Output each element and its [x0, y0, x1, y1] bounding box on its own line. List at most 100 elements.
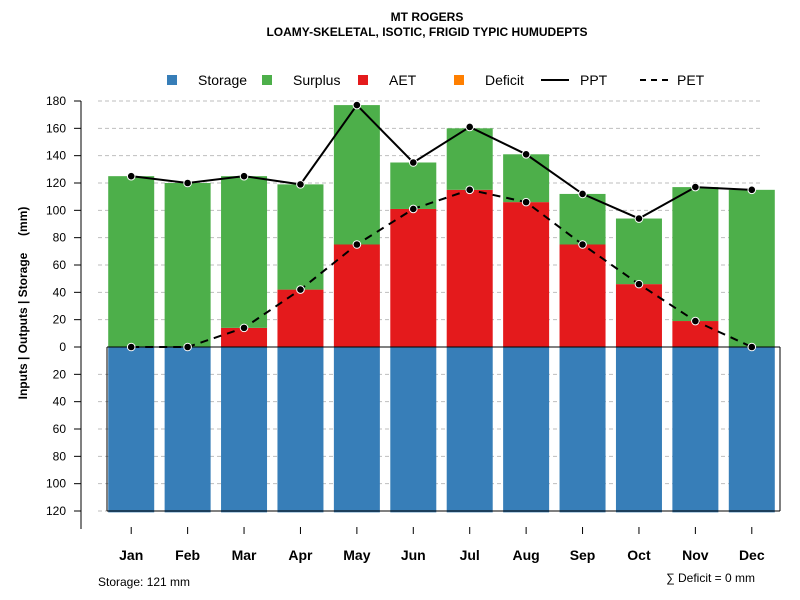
bar-aet-sep	[559, 244, 606, 347]
bar-storage-feb	[164, 347, 211, 513]
bar-surplus-mar	[221, 176, 268, 328]
bar-aet-oct	[615, 284, 662, 347]
bar-aet-apr	[277, 289, 324, 347]
point-pet-dec	[747, 342, 757, 352]
x-tick-label-sep: Sep	[570, 547, 596, 563]
legend-swatch-deficit	[454, 75, 464, 85]
bar-surplus-oct	[615, 218, 662, 285]
bar-surplus-dec	[728, 189, 775, 347]
chart-subtitle: LOAMY-SKELETAL, ISOTIC, FRIGID TYPIC HUM…	[266, 25, 587, 39]
point-pet-feb	[183, 342, 192, 352]
y-tick-label: 0	[59, 340, 66, 354]
bar-storage-jan	[108, 347, 155, 513]
point-pet-mar	[239, 323, 249, 333]
y-tick-label: 80	[53, 449, 67, 463]
point-ppt-apr	[296, 180, 305, 189]
y-tick-label: 140	[46, 149, 66, 163]
legend-label-storage: Storage	[198, 72, 247, 88]
point-pet-nov	[691, 316, 700, 326]
legend-label-aet: AET	[389, 72, 417, 88]
point-pet-oct	[634, 279, 644, 289]
point-pet-jan	[126, 342, 136, 352]
x-axis: Jan Feb Mar Apr May Jun Jul Aug Sep Oct Nov Dec	[119, 527, 765, 563]
legend: Storage Surplus AET Deficit PPT PET	[167, 72, 705, 88]
x-tick-label-dec: Dec	[739, 547, 765, 563]
bar-surplus-jan	[108, 176, 155, 347]
point-pet-apr	[296, 285, 305, 294]
y-tick-label: 80	[53, 231, 67, 245]
deficit-note: ∑ Deficit = 0 mm	[666, 571, 755, 585]
x-tick-label-jul: Jul	[460, 547, 480, 563]
point-pet-may	[352, 240, 362, 249]
bar-storage-sep	[559, 347, 606, 513]
y-tick-label: 40	[53, 285, 67, 299]
y-tick-label: 100	[46, 203, 66, 217]
bar-storage-may	[333, 347, 380, 513]
y-tick-label: 60	[53, 258, 67, 272]
x-tick-label-aug: Aug	[513, 547, 540, 563]
y-axis: 180 160 140 120 100 80 60 40 20 0 20 40 60 80 100 120	[46, 94, 82, 530]
y-tick-label: 20	[53, 367, 67, 381]
bar-surplus-nov	[672, 187, 719, 322]
point-pet-aug	[521, 197, 531, 207]
point-ppt-mar	[239, 171, 249, 181]
bar-surplus-apr	[277, 184, 324, 290]
y-tick-label: 100	[46, 477, 66, 491]
bar-storage-jun	[390, 347, 437, 513]
point-pet-jul	[465, 185, 475, 195]
line-ppt	[131, 103, 752, 220]
point-ppt-oct	[634, 214, 644, 223]
bar-storage-mar	[221, 347, 268, 513]
chart-title: MT ROGERS	[391, 10, 464, 24]
y-tick-label: 20	[53, 313, 67, 327]
bar-surplus-aug	[503, 154, 550, 203]
y-tick-label: 120	[46, 504, 66, 518]
bar-aet-aug	[503, 202, 550, 347]
x-tick-label-may: May	[343, 547, 370, 563]
x-tick-label-jun: Jun	[401, 547, 426, 563]
y-tick-label: 160	[46, 121, 66, 135]
y-axis-label: Inputs | Outputs | Storage (mm)	[16, 207, 30, 400]
bar-surplus-sep	[559, 193, 606, 245]
point-ppt-jan	[126, 171, 136, 181]
bar-storage-nov	[672, 347, 719, 513]
legend-swatch-storage	[167, 75, 177, 85]
legend-label-ppt: PPT	[580, 72, 608, 88]
bars	[106, 105, 781, 513]
x-tick-label-nov: Nov	[682, 547, 709, 563]
legend-label-surplus: Surplus	[293, 72, 340, 88]
x-tick-label-oct: Oct	[627, 547, 651, 563]
bar-aet-may	[333, 244, 380, 347]
bar-storage-jul	[446, 347, 493, 513]
storage-note: Storage: 121 mm	[98, 575, 190, 589]
line-pet	[131, 188, 753, 348]
legend-label-deficit: Deficit	[485, 72, 524, 88]
legend-swatch-aet	[358, 75, 368, 85]
legend-label-pet: PET	[677, 72, 705, 88]
bar-aet-jul	[446, 189, 493, 347]
y-tick-label: 60	[53, 422, 67, 436]
y-tick-label: 120	[46, 176, 66, 190]
point-ppt-dec	[747, 185, 757, 195]
x-tick-label-apr: Apr	[288, 547, 313, 563]
bar-surplus-feb	[164, 182, 211, 347]
bar-storage-aug	[503, 347, 550, 513]
point-ppt-may	[352, 100, 362, 110]
point-ppt-sep	[578, 189, 587, 199]
x-tick-label-feb: Feb	[175, 547, 200, 563]
bar-aet-jun	[390, 208, 437, 347]
bar-surplus-jul	[446, 128, 493, 190]
point-pet-sep	[578, 240, 587, 249]
y-tick-label: 180	[46, 94, 66, 108]
bar-storage-apr	[277, 347, 324, 513]
bar-storage-dec	[728, 347, 775, 513]
point-ppt-aug	[521, 149, 531, 159]
point-pet-jun	[408, 204, 418, 214]
point-ppt-jul	[465, 122, 475, 132]
point-ppt-nov	[691, 182, 700, 192]
series-lines	[126, 100, 757, 352]
bar-surplus-jun	[390, 162, 437, 209]
legend-swatch-surplus	[262, 75, 272, 85]
bar-storage-oct	[615, 347, 662, 513]
